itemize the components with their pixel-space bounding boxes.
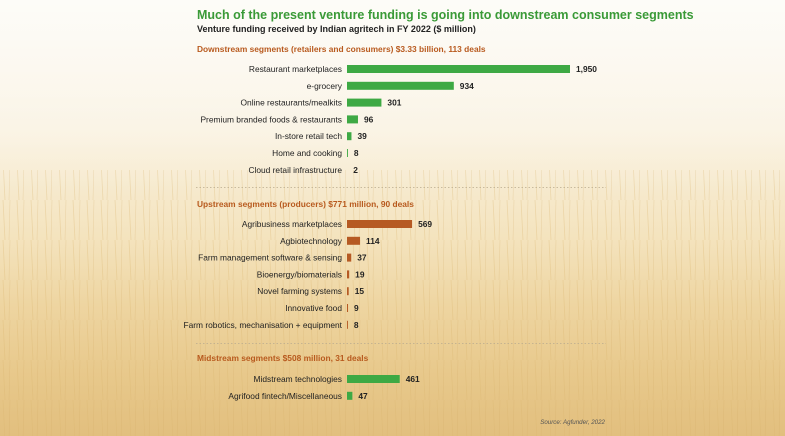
- category-label: Farm management software & sensing: [198, 253, 342, 263]
- category-label: e-grocery: [307, 81, 343, 91]
- bar: [347, 375, 400, 383]
- section-title: Downstream segments (retailers and consu…: [197, 44, 486, 54]
- value-label: 2: [353, 165, 358, 175]
- category-label: Midstream technologies: [254, 374, 342, 384]
- value-label: 114: [366, 236, 380, 246]
- category-label: Home and cooking: [272, 148, 342, 158]
- value-label: 301: [387, 98, 401, 108]
- bar: [347, 149, 348, 157]
- bar: [347, 98, 382, 107]
- bar: [347, 220, 413, 228]
- category-label: Restaurant marketplaces: [249, 64, 342, 74]
- category-label: Novel farming systems: [257, 286, 342, 296]
- value-label: 9: [354, 303, 359, 313]
- category-label: Premium branded foods & restaurants: [200, 114, 342, 124]
- category-label: In-store retail tech: [275, 131, 342, 141]
- bar: [347, 132, 352, 141]
- value-label: 47: [358, 391, 368, 401]
- bar: [347, 115, 358, 124]
- bar: [347, 304, 349, 312]
- value-label: 39: [357, 131, 367, 141]
- value-label: 15: [355, 286, 365, 296]
- chart-title: Much of the present venture funding is g…: [197, 8, 694, 22]
- category-label: Innovative food: [285, 303, 342, 313]
- value-label: 96: [364, 114, 374, 124]
- value-label: 37: [357, 253, 367, 263]
- value-label: 569: [418, 219, 432, 229]
- category-label: Agbiotechnology: [280, 236, 343, 246]
- bar: [347, 236, 361, 245]
- bar: [347, 391, 353, 400]
- bar: [347, 65, 570, 73]
- chart-sections: Downstream segments (retailers and consu…: [183, 44, 597, 401]
- category-label: Agribusiness marketplaces: [242, 219, 342, 229]
- category-label: Agrifood fintech/Miscellaneous: [228, 391, 342, 401]
- bar: [347, 287, 349, 296]
- category-label: Online restaurants/mealkits: [241, 98, 342, 108]
- value-label: 8: [354, 320, 359, 330]
- bar: [347, 81, 454, 90]
- value-label: 934: [460, 81, 474, 91]
- value-label: 19: [355, 269, 365, 279]
- chart-subtitle: Venture funding received by Indian agrit…: [197, 24, 476, 34]
- bar: [347, 253, 352, 262]
- value-label: 8: [354, 148, 359, 158]
- section-title: Upstream segments (producers) $771 milli…: [197, 199, 414, 209]
- category-label: Cloud retail infrastructure: [248, 165, 342, 175]
- bar: [347, 320, 348, 329]
- category-label: Bioenergy/biomaterials: [257, 269, 342, 279]
- bar: [347, 270, 350, 279]
- value-label: 1,950: [576, 64, 597, 74]
- value-label: 461: [406, 374, 420, 384]
- chart-source: Source: Agfunder, 2022: [540, 419, 605, 426]
- category-label: Farm robotics, mechanisation + equipment: [183, 320, 342, 330]
- section-title: Midstream segments $508 million, 31 deal…: [197, 353, 369, 363]
